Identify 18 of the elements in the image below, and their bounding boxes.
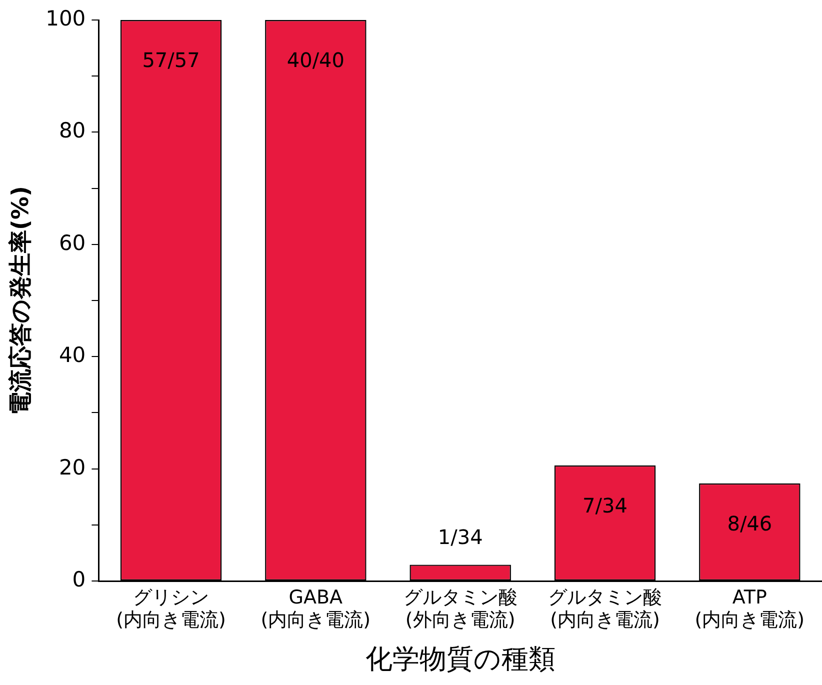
y-tick-label: 20 [58,455,86,480]
y-tick-label: 100 [46,6,86,30]
data-label: 7/34 [582,494,628,518]
data-label: 1/34 [438,524,483,549]
data-label: 8/46 [727,512,772,536]
x-tick-label: グルタミン酸 (外向き電流) [403,586,518,632]
y-tick-label: 80 [58,118,86,143]
y-tick-label: 0 [72,567,86,592]
x-tick-label: GABA (内向き電流) [260,586,371,632]
data-label: 40/40 [286,48,344,72]
x-tick-label: グリシン (内向き電流) [116,586,226,632]
y-tick-label: 40 [58,343,86,368]
x-tick-label: グルタミン酸 (内向き電流) [548,586,662,632]
y-tick-label: 60 [58,230,86,255]
x-axis-title: 化学物質の種類 [365,644,556,675]
x-tick-label: ATP (内向き電流) [694,586,805,632]
y-axis-title: 電流応答の発生率(%) [6,186,34,416]
data-label: 57/57 [142,48,200,72]
